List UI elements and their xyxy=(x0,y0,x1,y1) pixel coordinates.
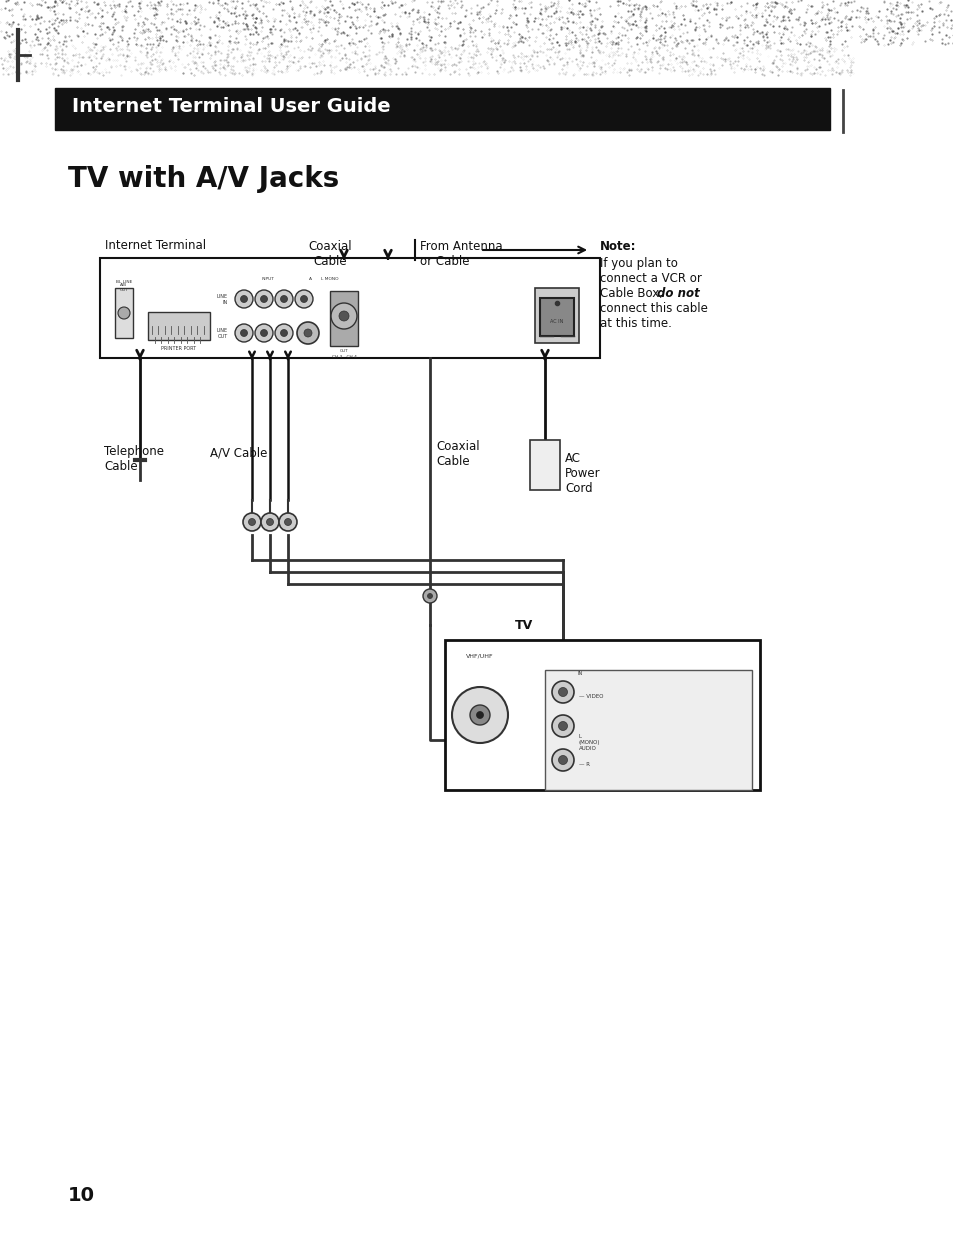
Text: L
(MONO)
AUDIO: L (MONO) AUDIO xyxy=(578,734,599,751)
Circle shape xyxy=(234,324,253,342)
Text: CH 3   CH 4: CH 3 CH 4 xyxy=(332,355,356,359)
Circle shape xyxy=(296,322,318,344)
Circle shape xyxy=(280,296,287,302)
Text: TV: TV xyxy=(515,619,533,633)
Circle shape xyxy=(266,519,274,525)
Bar xyxy=(148,312,210,340)
Text: If you plan to: If you plan to xyxy=(599,256,678,270)
Circle shape xyxy=(552,748,574,771)
Text: A/V Cable: A/V Cable xyxy=(210,446,267,459)
Circle shape xyxy=(331,303,356,329)
Circle shape xyxy=(304,329,312,337)
Bar xyxy=(535,289,578,343)
Text: Coaxial
Cable: Coaxial Cable xyxy=(308,240,352,268)
Text: TV with A/V Jacks: TV with A/V Jacks xyxy=(68,165,339,194)
Text: Telephone
Cable: Telephone Cable xyxy=(104,445,164,473)
Circle shape xyxy=(234,290,253,308)
Circle shape xyxy=(254,290,273,308)
Circle shape xyxy=(243,513,261,531)
Text: VHF/UHF: VHF/UHF xyxy=(466,653,494,658)
Text: A: A xyxy=(308,277,312,281)
Text: From Antenna
or Cable: From Antenna or Cable xyxy=(419,240,502,268)
Circle shape xyxy=(476,711,483,719)
Text: 10: 10 xyxy=(68,1186,95,1205)
Circle shape xyxy=(248,519,255,525)
Circle shape xyxy=(300,296,307,302)
Circle shape xyxy=(260,296,267,302)
Bar xyxy=(330,291,357,346)
Text: INPUT: INPUT xyxy=(261,277,274,281)
Circle shape xyxy=(427,593,432,598)
Bar xyxy=(444,640,760,790)
Circle shape xyxy=(260,329,267,337)
Text: Coaxial
Cable: Coaxial Cable xyxy=(436,440,479,469)
Circle shape xyxy=(338,311,349,321)
Circle shape xyxy=(261,513,278,531)
Text: LINE: LINE xyxy=(216,328,228,333)
Bar xyxy=(539,298,574,337)
Bar xyxy=(530,440,559,490)
Circle shape xyxy=(558,688,567,697)
Circle shape xyxy=(470,705,490,725)
Bar xyxy=(115,289,132,338)
Circle shape xyxy=(558,721,567,730)
Circle shape xyxy=(274,290,293,308)
Text: L MONO: L MONO xyxy=(321,277,338,281)
Text: PRINTER PORT: PRINTER PORT xyxy=(161,346,196,351)
Text: LINE: LINE xyxy=(216,293,228,298)
Bar xyxy=(100,258,599,358)
Text: AC
Power
Cord: AC Power Cord xyxy=(564,453,600,494)
Circle shape xyxy=(452,687,507,743)
Bar xyxy=(544,670,751,790)
Text: IN: IN xyxy=(222,300,228,305)
Text: connect this cable: connect this cable xyxy=(599,302,707,314)
Circle shape xyxy=(284,519,292,525)
Text: — VIDEO: — VIDEO xyxy=(578,694,603,699)
Text: AC IN: AC IN xyxy=(550,319,563,324)
Text: BL LINE: BL LINE xyxy=(115,280,132,284)
Text: IN: IN xyxy=(577,671,582,676)
Circle shape xyxy=(240,296,247,302)
Circle shape xyxy=(552,715,574,737)
Text: do not: do not xyxy=(657,287,699,300)
Circle shape xyxy=(278,513,296,531)
Circle shape xyxy=(254,324,273,342)
Text: Internet Terminal User Guide: Internet Terminal User Guide xyxy=(71,97,390,116)
Bar xyxy=(55,88,829,129)
Circle shape xyxy=(422,589,436,603)
Text: OUT: OUT xyxy=(217,333,228,339)
Text: Note:: Note: xyxy=(599,240,636,253)
Text: A/B
OUT: A/B OUT xyxy=(119,284,129,292)
Text: Internet Terminal: Internet Terminal xyxy=(105,239,206,252)
Circle shape xyxy=(280,329,287,337)
Circle shape xyxy=(240,329,247,337)
Circle shape xyxy=(118,307,130,319)
Circle shape xyxy=(294,290,313,308)
Text: connect a VCR or: connect a VCR or xyxy=(599,272,701,285)
Text: — R: — R xyxy=(578,762,589,767)
Circle shape xyxy=(274,324,293,342)
Text: Cable Box,: Cable Box, xyxy=(599,287,666,300)
Text: OUT: OUT xyxy=(339,349,348,353)
Circle shape xyxy=(558,756,567,764)
Circle shape xyxy=(552,681,574,703)
Text: at this time.: at this time. xyxy=(599,317,671,330)
